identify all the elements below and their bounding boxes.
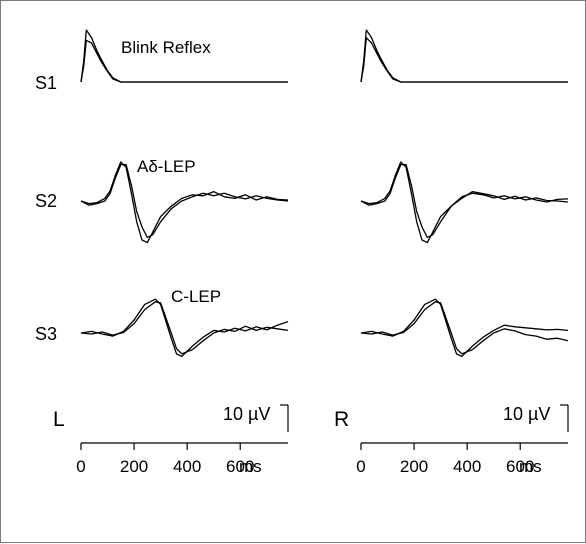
trace-s3-left-1 (80, 298, 289, 358)
side-label-right: R (334, 408, 349, 431)
x-ticks-right: 0 200 400 600 (356, 443, 534, 476)
trace-s2-left-1 (80, 161, 289, 244)
trace-s3-left-2 (80, 301, 289, 355)
x-unit-right: ms (519, 457, 542, 476)
x-tick-label-right-0: 0 (356, 457, 365, 476)
traces-group (80, 29, 569, 358)
x-tick-label-left-200: 200 (120, 457, 148, 476)
trace-s1-right-2 (360, 37, 568, 83)
x-tick-label-right-200: 200 (400, 457, 428, 476)
trace-s3-right-2 (360, 301, 569, 355)
scale-label-right: 10 µV (503, 404, 550, 424)
x-tick-label-left-600: 600 (226, 457, 254, 476)
x-ticks-left: 0 200 400 600 (76, 443, 254, 476)
trace-s2-left-2 (80, 163, 289, 239)
x-tick-label-right-400: 400 (453, 457, 481, 476)
trace-s1-left-2 (80, 39, 288, 83)
x-tick-label-right-600: 600 (506, 457, 534, 476)
trace-s1-right-1 (360, 29, 568, 83)
row-label-s1: S1 (35, 73, 57, 93)
x-tick-label-left-0: 0 (76, 457, 85, 476)
title-blink-reflex: Blink Reflex (121, 38, 211, 57)
row-label-s3: S3 (35, 324, 57, 344)
row-label-s2: S2 (35, 191, 57, 211)
title-a-delta-lep: Aδ-LEP (137, 157, 196, 176)
trace-s2-right-2 (360, 163, 569, 239)
trace-s3-right-1 (360, 298, 569, 358)
scale-label-left: 10 µV (223, 404, 270, 424)
side-label-left: L (53, 408, 65, 431)
x-tick-label-left-400: 400 (173, 457, 201, 476)
x-unit-left: ms (239, 457, 262, 476)
trace-s2-right-1 (360, 161, 569, 244)
title-c-lep: C-LEP (171, 287, 221, 306)
